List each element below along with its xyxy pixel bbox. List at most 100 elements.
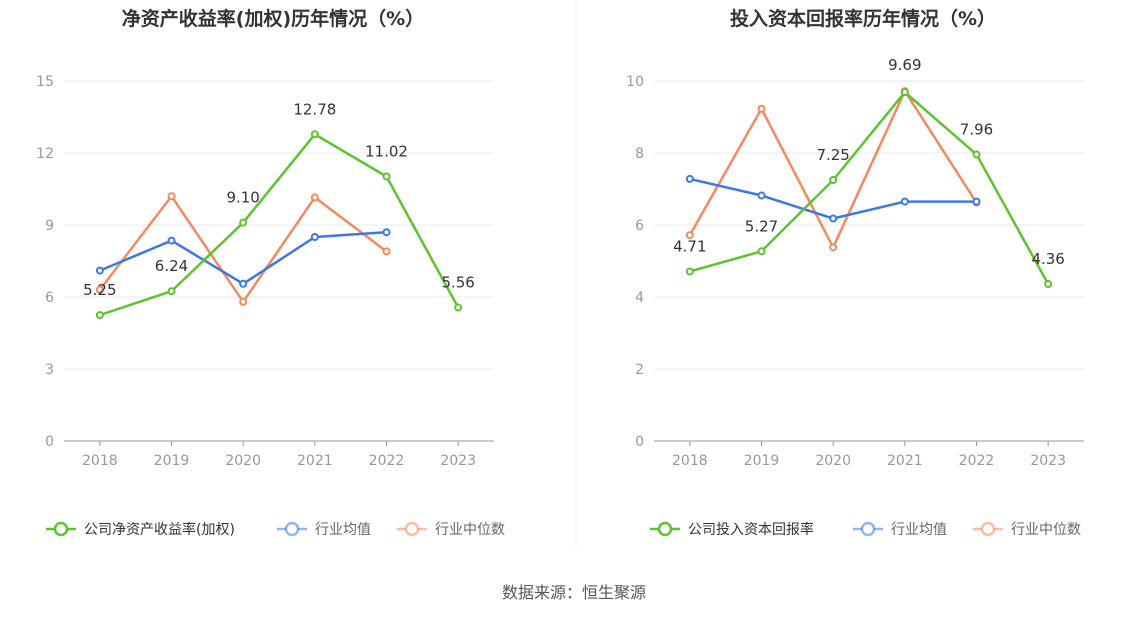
roic-point-company[interactable]: [972, 150, 981, 159]
roe-data-label: 12.78: [293, 100, 336, 118]
roic-y-tick-label: 6: [635, 218, 644, 234]
roe-point-avg[interactable]: [239, 279, 248, 288]
roe-point-company[interactable]: [454, 303, 463, 312]
roe-point-company[interactable]: [95, 311, 104, 319]
roic-line-median: [688, 89, 978, 249]
roic-gridlines: [654, 80, 1084, 370]
roic-point-median[interactable]: [829, 243, 838, 252]
roe-point-median[interactable]: [95, 285, 104, 294]
roic-x-tick-label: 2018: [672, 453, 708, 469]
roe-legend[interactable]: 公司净资产收益率(加权) 行业均值 行业中位数: [46, 521, 505, 538]
roe-point-avg[interactable]: [95, 266, 104, 275]
roic-point-company[interactable]: [1044, 280, 1053, 289]
roe-y-axis: 0 3 6 9 12 15: [36, 74, 54, 450]
roe-point-company[interactable]: [382, 172, 391, 181]
roic-data-label: 4.71: [673, 237, 706, 255]
roic-data-label: 7.25: [816, 146, 849, 164]
roe-legend-item-company[interactable]: 公司净资产收益率(加权): [46, 521, 235, 538]
roe-gridlines: [64, 80, 494, 370]
roe-y-tick-label: 12: [36, 146, 54, 162]
legend-label: 行业中位数: [1011, 522, 1081, 538]
legend-marker-icon: [657, 521, 673, 537]
roic-y-tick-label: 2: [635, 362, 644, 378]
roe-point-avg[interactable]: [310, 233, 319, 241]
roic-point-median[interactable]: [757, 104, 766, 113]
roic-line-avg: [689, 177, 977, 220]
roic-point-avg[interactable]: [972, 197, 981, 206]
roic-data-label: 7.96: [960, 120, 993, 138]
roe-y-tick-label: 6: [45, 290, 54, 306]
legend-marker-icon: [860, 521, 876, 537]
roic-chart-title: 投入资本回报率历年情况（%）: [730, 7, 996, 30]
legend-marker-icon: [980, 521, 996, 537]
roe-point-avg[interactable]: [382, 228, 391, 237]
roe-x-tick-label: 2020: [225, 453, 261, 469]
roe-line-company: [99, 133, 460, 317]
roe-point-avg[interactable]: [167, 236, 176, 245]
roic-y-tick-label: 4: [635, 290, 644, 306]
roe-data-label: 6.24: [155, 257, 188, 275]
roic-legend[interactable]: 公司投入资本回报率 行业均值 行业中位数: [650, 521, 1081, 538]
roe-point-company[interactable]: [239, 218, 248, 227]
roe-data-label: 5.25: [83, 281, 116, 299]
legend-label: 公司净资产收益率(加权): [84, 521, 235, 538]
roe-point-company[interactable]: [310, 130, 319, 139]
legend-marker-icon: [404, 521, 420, 537]
roic-point-company[interactable]: [685, 267, 694, 276]
roe-data-labels: 5.25 6.24 9.10 12.78 11.02 5.56: [83, 100, 475, 299]
roe-y-tick-label: 0: [45, 434, 54, 450]
roe-x-tick-label: 2019: [154, 453, 190, 469]
roe-point-median[interactable]: [310, 193, 319, 202]
roic-x-tick-label: 2022: [959, 453, 995, 469]
roic-legend-item-avg[interactable]: 行业均值: [853, 521, 947, 538]
roic-legend-item-company[interactable]: 公司投入资本回报率: [650, 521, 814, 538]
roic-x-tick-label: 2023: [1030, 453, 1066, 469]
legend-label: 行业均值: [315, 522, 371, 538]
roe-x-axis: 2018 2019 2020 2021 2022 2023: [64, 440, 494, 469]
legend-marker-icon: [284, 521, 300, 537]
roe-x-tick-label: 2018: [82, 453, 118, 469]
roic-x-tick-label: 2019: [744, 453, 780, 469]
roe-chart-title: 净资产收益率(加权)历年情况（%）: [122, 7, 424, 30]
roic-point-company[interactable]: [757, 247, 766, 256]
roic-point-median[interactable]: [685, 231, 694, 240]
legend-label: 行业中位数: [435, 522, 505, 538]
roic-point-company[interactable]: [900, 88, 909, 97]
roic-y-axis: 0 2 4 6 8 10: [626, 74, 644, 450]
roe-data-label: 9.10: [226, 189, 259, 207]
roic-x-axis: 2018 2019 2020 2021 2022 2023: [654, 440, 1084, 469]
roe-x-tick-label: 2023: [440, 453, 476, 469]
roic-point-company[interactable]: [829, 176, 838, 184]
roe-y-tick-label: 3: [45, 362, 54, 378]
roe-point-median[interactable]: [382, 247, 391, 256]
data-source-note: 数据来源：恒生聚源: [502, 583, 646, 602]
legend-label: 公司投入资本回报率: [688, 521, 814, 538]
roe-point-median[interactable]: [239, 297, 248, 306]
roe-legend-item-avg[interactable]: 行业均值: [277, 521, 371, 538]
roic-series-lines: [685, 87, 1053, 289]
roe-x-tick-label: 2022: [369, 453, 405, 469]
roic-y-tick-label: 10: [626, 74, 644, 90]
roe-point-company[interactable]: [167, 287, 176, 296]
roic-data-label: 5.27: [745, 217, 778, 235]
roe-data-label: 11.02: [365, 143, 408, 161]
roe-line-avg: [99, 230, 387, 286]
legend-label: 行业均值: [891, 522, 947, 538]
roic-data-labels: 4.71 5.27 7.25 9.69 7.96 4.36: [673, 56, 1065, 268]
roic-x-tick-label: 2020: [815, 453, 851, 469]
roic-point-avg[interactable]: [829, 214, 838, 223]
roe-data-label: 5.56: [441, 274, 474, 292]
roe-legend-item-median[interactable]: 行业中位数: [397, 521, 505, 538]
roic-point-avg[interactable]: [900, 197, 909, 206]
roic-legend-item-median[interactable]: 行业中位数: [973, 521, 1081, 538]
roic-x-tick-label: 2021: [887, 453, 923, 469]
roe-point-median[interactable]: [167, 192, 176, 201]
roic-point-avg[interactable]: [685, 174, 694, 183]
roe-y-tick-label: 9: [45, 218, 54, 234]
roic-y-tick-label: 8: [635, 146, 644, 162]
roic-point-avg[interactable]: [757, 191, 766, 200]
legend-marker-icon: [53, 521, 69, 537]
